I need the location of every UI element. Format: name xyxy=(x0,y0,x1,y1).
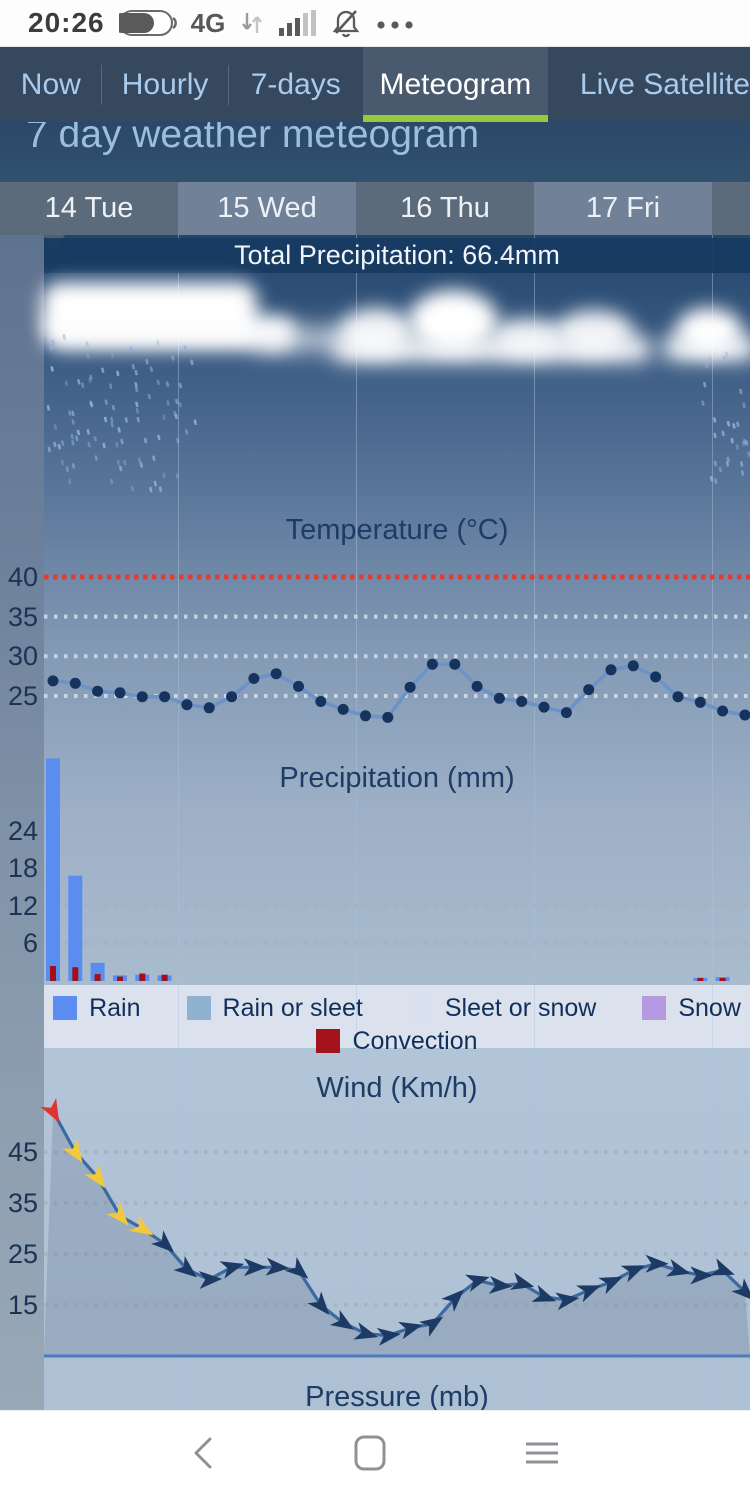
signal-strength-icon xyxy=(279,10,317,36)
snow-swatch-icon xyxy=(642,996,667,1020)
tab-live-satellite[interactable]: Live Satellite xyxy=(579,67,750,101)
battery-icon xyxy=(118,9,177,37)
tab-now[interactable]: Now xyxy=(0,47,102,122)
day-header-thu[interactable]: 16 Thu xyxy=(356,182,534,235)
recents-menu-button[interactable] xyxy=(524,1433,560,1478)
day-gridline xyxy=(178,235,179,1410)
data-arrows-icon xyxy=(239,10,265,36)
legend-item-snow: Snow xyxy=(642,994,741,1023)
day-gridline xyxy=(356,235,357,1410)
rain-swatch-icon xyxy=(53,996,78,1020)
network-type-label: 4G xyxy=(190,7,226,38)
legend-item-sleet-or-snow: Sleet or snow xyxy=(408,994,596,1023)
pressure-chart-title: Pressure (mb) xyxy=(305,1381,489,1413)
clock: 20:26 xyxy=(28,7,105,38)
legend-item-convection: Convection xyxy=(316,1027,478,1056)
day-header-wed[interactable]: 15 Wed xyxy=(178,182,356,235)
temperature-y-tick: 30 xyxy=(7,641,38,672)
convection-swatch-icon xyxy=(316,1029,341,1053)
y-axis-strip xyxy=(0,235,44,1410)
day-gridline xyxy=(712,235,713,1410)
title-band: 7 day weather meteogram xyxy=(0,122,750,182)
tab-bar: Now Hourly 7-days Meteogram Live Satelli… xyxy=(0,47,750,122)
wind-y-tick: 45 xyxy=(7,1137,38,1167)
wind-y-tick: 35 xyxy=(7,1188,38,1218)
legend-item-rain: Rain xyxy=(53,994,141,1023)
temperature-chart-title: Temperature (°C) xyxy=(285,514,509,546)
day-header-partial xyxy=(712,182,750,235)
tab-hourly[interactable]: Hourly xyxy=(102,47,229,122)
total-precipitation-banner: Total Precipitation: 66.4mm xyxy=(44,238,750,273)
day-header-tue[interactable]: 14 Tue xyxy=(0,182,178,235)
sleet-or-snow-swatch-icon xyxy=(408,996,433,1020)
cloud-icon xyxy=(252,328,347,350)
status-bar: 20:26 4G xyxy=(0,0,750,47)
precipitation-y-tick: 12 xyxy=(7,890,38,921)
precip-legend-row-2: Convection xyxy=(44,1026,750,1056)
tab-7-days[interactable]: 7-days xyxy=(250,67,341,101)
legend-item-rain-or-sleet: Rain or sleet xyxy=(186,994,363,1023)
overflow-dots-icon xyxy=(375,17,419,29)
legend-band xyxy=(44,985,750,1048)
day-header-row: 14 Tue 15 Wed 16 Thu 17 Fri xyxy=(0,182,750,235)
rain-or-sleet-swatch-icon xyxy=(186,996,211,1020)
wind-y-tick: 25 xyxy=(7,1239,38,1269)
temperature-y-tick: 40 xyxy=(7,562,38,592)
precipitation-chart-title: Precipitation (mm) xyxy=(279,762,515,794)
page-title: 7 day weather meteogram xyxy=(26,122,480,156)
wind-y-tick: 15 xyxy=(7,1290,38,1320)
day-header-fri[interactable]: 17 Fri xyxy=(534,182,712,235)
cloud-icon xyxy=(332,336,652,362)
precipitation-y-tick: 24 xyxy=(7,815,38,846)
precip-legend-row-1: Rain Rain or sleet Sleet or snow Snow xyxy=(44,993,750,1023)
home-button[interactable] xyxy=(353,1433,387,1478)
back-button[interactable] xyxy=(190,1433,216,1478)
precipitation-y-tick: 6 xyxy=(22,928,38,959)
temperature-y-tick: 25 xyxy=(7,680,38,711)
precipitation-y-tick: 18 xyxy=(7,853,38,884)
day-gridline xyxy=(534,235,535,1410)
tab-meteogram[interactable]: Meteogram xyxy=(362,47,548,122)
notifications-muted-icon xyxy=(331,8,361,38)
cloud-icon xyxy=(662,336,750,360)
android-nav-bar xyxy=(0,1410,750,1500)
wind-chart-title: Wind (Km/h) xyxy=(316,1072,478,1104)
temperature-y-tick: 35 xyxy=(7,601,38,632)
